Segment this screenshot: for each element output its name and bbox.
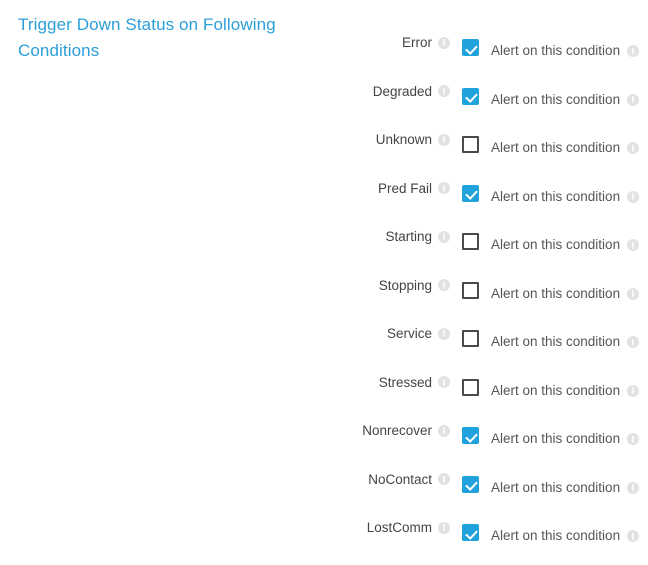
alert-checkbox[interactable]	[462, 39, 479, 56]
condition-label-group: Pred Fail	[378, 181, 450, 196]
info-icon[interactable]	[438, 424, 450, 437]
info-icon[interactable]	[438, 36, 450, 49]
alert-checkbox[interactable]	[462, 378, 479, 396]
info-icon[interactable]	[438, 182, 450, 194]
condition-label-group: LostComm	[367, 520, 450, 535]
alert-group: Alert on this condition	[462, 231, 640, 252]
trigger-conditions-list: Error Alert on this condition Degraded Aler…	[0, 31, 648, 565]
condition-row: Error Alert on this condition	[0, 31, 648, 80]
condition-label: NoContact	[368, 471, 432, 487]
info-icon[interactable]	[627, 287, 640, 300]
info-icon[interactable]	[627, 190, 640, 203]
info-icon[interactable]	[627, 384, 640, 397]
alert-group: Alert on this condition	[462, 86, 640, 107]
condition-row: Degraded Alert on this condition	[0, 80, 648, 129]
alert-checkbox[interactable]	[462, 524, 479, 541]
alert-group: Alert on this condition	[462, 522, 640, 543]
condition-row: Nonrecover Alert on this condition	[0, 419, 648, 468]
info-icon[interactable]	[627, 481, 640, 494]
alert-checkbox-label[interactable]: Alert on this condition	[491, 431, 621, 446]
alert-checkbox-label[interactable]: Alert on this condition	[491, 382, 621, 398]
condition-label-group: Error	[402, 35, 450, 50]
info-icon[interactable]	[438, 279, 450, 291]
alert-checkbox[interactable]	[462, 136, 479, 153]
alert-checkbox-label[interactable]: Alert on this condition	[491, 43, 621, 58]
condition-label-group: NoContact	[368, 472, 450, 487]
info-icon[interactable]	[627, 45, 640, 57]
alert-checkbox[interactable]	[462, 281, 479, 299]
condition-label: Unknown	[375, 132, 432, 147]
info-icon[interactable]	[438, 133, 450, 146]
info-icon[interactable]	[438, 85, 450, 97]
alert-checkbox[interactable]	[462, 475, 479, 493]
alert-group: Alert on this condition	[462, 134, 640, 155]
condition-label-group: Nonrecover	[362, 423, 450, 438]
condition-label: Nonrecover	[362, 423, 432, 438]
alert-checkbox[interactable]	[462, 233, 479, 250]
alert-checkbox-label[interactable]: Alert on this condition	[491, 188, 621, 204]
info-icon[interactable]	[438, 230, 450, 243]
alert-group: Alert on this condition	[462, 377, 640, 398]
alert-checkbox-label[interactable]: Alert on this condition	[491, 140, 621, 155]
page-title: Trigger Down Status on Following Conditi…	[18, 15, 276, 60]
condition-row: NoContact Alert on this condition	[0, 468, 648, 517]
alert-group: Alert on this condition	[462, 328, 640, 349]
alert-group: Alert on this condition	[462, 37, 640, 58]
info-icon[interactable]	[627, 336, 640, 348]
condition-label-group: Unknown	[376, 132, 450, 147]
info-icon[interactable]	[627, 93, 640, 106]
alert-checkbox[interactable]	[462, 87, 479, 105]
alert-checkbox[interactable]	[462, 184, 479, 202]
condition-label: Stopping	[378, 277, 432, 293]
condition-label-group: Starting	[385, 229, 450, 244]
condition-row: Starting Alert on this condition	[0, 225, 648, 274]
info-icon[interactable]	[627, 433, 640, 445]
condition-label: Error	[402, 35, 432, 50]
condition-row: LostComm Alert on this condition	[0, 516, 648, 565]
condition-label-group: Service	[387, 326, 450, 341]
alert-checkbox[interactable]	[462, 427, 479, 444]
alert-checkbox-label[interactable]: Alert on this condition	[491, 91, 621, 107]
info-icon[interactable]	[438, 473, 450, 485]
info-icon[interactable]	[627, 239, 640, 251]
info-icon[interactable]	[438, 521, 450, 534]
alert-checkbox[interactable]	[462, 330, 479, 347]
condition-label: LostComm	[366, 520, 432, 535]
condition-row: Stopping Alert on this condition	[0, 274, 648, 323]
condition-label: Starting	[385, 229, 432, 244]
condition-row: Service Alert on this condition	[0, 322, 648, 371]
condition-label: Pred Fail	[377, 180, 432, 196]
condition-label-group: Degraded	[373, 84, 450, 99]
alert-checkbox-label[interactable]: Alert on this condition	[491, 285, 621, 301]
info-icon[interactable]	[438, 376, 450, 388]
alert-group: Alert on this condition	[462, 183, 640, 204]
info-icon[interactable]	[438, 327, 450, 340]
alert-checkbox-label[interactable]: Alert on this condition	[491, 479, 621, 495]
alert-checkbox-label[interactable]: Alert on this condition	[491, 528, 621, 543]
alert-group: Alert on this condition	[462, 474, 640, 495]
alert-checkbox-label[interactable]: Alert on this condition	[491, 334, 621, 349]
condition-label: Service	[386, 326, 432, 341]
alert-group: Alert on this condition	[462, 280, 640, 301]
alert-group: Alert on this condition	[462, 425, 640, 446]
condition-label-group: Stressed	[379, 375, 450, 390]
condition-row: Stressed Alert on this condition	[0, 371, 648, 420]
info-icon[interactable]	[627, 530, 640, 542]
condition-label: Degraded	[372, 83, 432, 99]
condition-label-group: Stopping	[379, 278, 450, 293]
condition-row: Pred Fail Alert on this condition	[0, 177, 648, 226]
alert-checkbox-label[interactable]: Alert on this condition	[491, 237, 621, 252]
condition-label: Stressed	[378, 374, 432, 390]
condition-row: Unknown Alert on this condition	[0, 128, 648, 177]
info-icon[interactable]	[627, 142, 640, 154]
